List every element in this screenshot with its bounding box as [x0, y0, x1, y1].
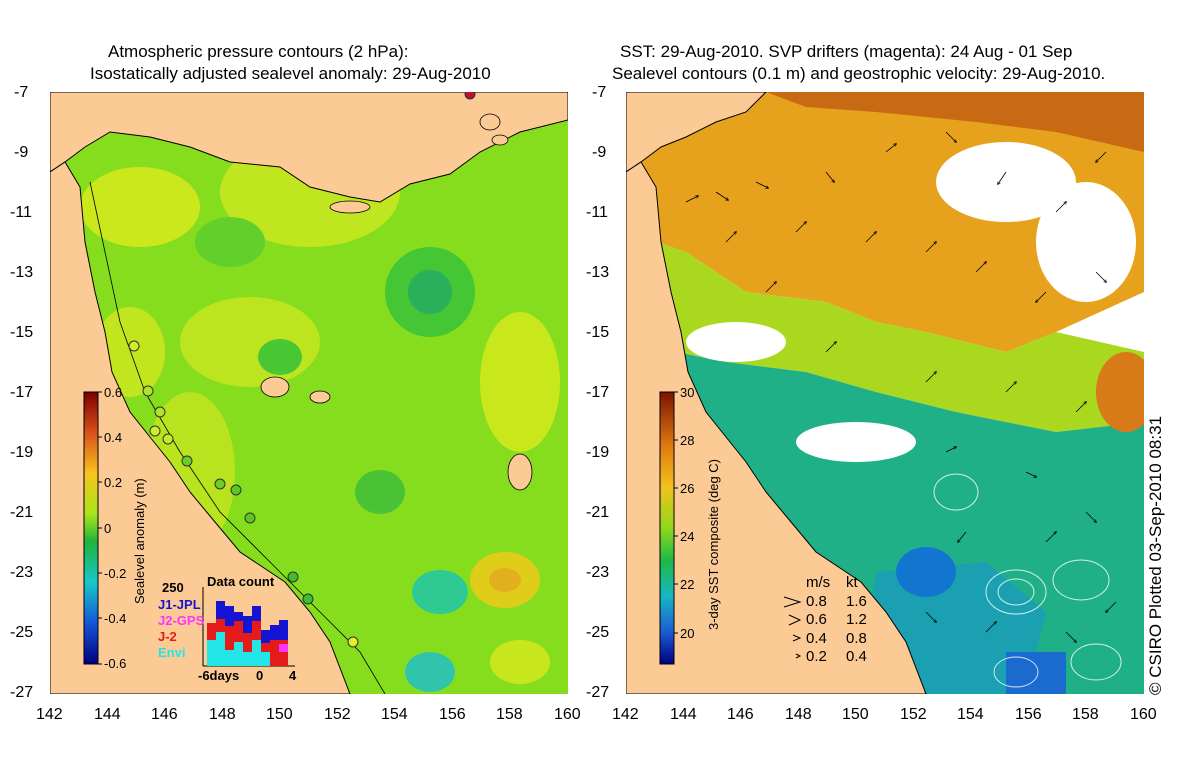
velocity-legend-kt: 0.4	[846, 648, 867, 665]
lon-label: 150	[842, 706, 869, 723]
sst-colorbar-ticks-marks	[674, 391, 678, 634]
new-guinea-land	[50, 92, 568, 203]
velocity-legend-kt-header: kt	[846, 574, 858, 591]
lat-label: -11	[10, 204, 32, 221]
sst-colorbar-tick: 28	[680, 433, 695, 448]
lon-label: 148	[785, 706, 812, 723]
queensland-land	[50, 161, 351, 694]
lat-label: -17	[10, 384, 34, 401]
velocity-legend-kt: 1.6	[846, 593, 867, 610]
lat-label: -25	[586, 624, 610, 641]
lat-label: -11	[586, 204, 608, 221]
left-title-line2: Isostatically adjusted sealevel anomaly:…	[90, 64, 491, 83]
sealevel-colorbar-label: Sealevel anomaly (m)	[132, 478, 147, 604]
lat-label: -21	[586, 504, 610, 521]
mission-j1-jpl: J1-JPL	[158, 597, 201, 612]
sst-colorbar-tick: 24	[680, 529, 695, 544]
sst-colorbar-tick: 30	[680, 385, 695, 400]
velocity-legend-kt: 1.2	[846, 611, 867, 628]
colorbar-ticks-marks	[98, 391, 102, 665]
lat-label: -19	[586, 444, 610, 461]
lat-label: -13	[586, 264, 610, 281]
data-count-title: Data count	[207, 574, 275, 589]
colorbar-tick: 0.6	[104, 385, 123, 400]
queensland-land-sst	[626, 161, 927, 694]
lon-label: 152	[324, 706, 351, 723]
sealevel-contours	[933, 473, 1122, 688]
lat-label: -27	[586, 684, 610, 701]
sst-colorbar-tick: 22	[680, 577, 695, 592]
lat-label: -7	[14, 84, 29, 101]
lon-label: 154	[381, 706, 408, 723]
lat-label: -9	[14, 144, 29, 161]
mission-j-2: J-2	[158, 629, 177, 644]
sst-field	[626, 92, 1144, 694]
lat-label: -23	[10, 564, 34, 581]
csiro-credit: © CSIRO Plotted 03-Sep-2010 08:31	[1146, 415, 1165, 695]
lon-label: 144	[670, 706, 697, 723]
lon-label: 142	[612, 706, 639, 723]
velocity-legend-ms: 0.6	[806, 611, 827, 628]
lat-label: -15	[586, 324, 610, 341]
tide-gauges	[128, 92, 476, 648]
data-count-x4: 4	[289, 668, 297, 683]
lat-label: -9	[592, 144, 607, 161]
colorbar-tick: 0	[104, 521, 112, 536]
lat-label: -7	[592, 84, 607, 101]
lat-label: -19	[10, 444, 34, 461]
lat-label: -23	[586, 564, 610, 581]
lon-label: 156	[439, 706, 466, 723]
lon-label: 156	[1015, 706, 1042, 723]
lat-label: -13	[10, 264, 34, 281]
lon-label: 158	[1072, 706, 1099, 723]
islands	[260, 113, 533, 491]
lon-label: 148	[209, 706, 236, 723]
lon-label: 154	[957, 706, 984, 723]
lat-label: -17	[586, 384, 610, 401]
velocity-legend-arrows	[783, 596, 802, 659]
velocity-legend-ms: 0.4	[806, 630, 827, 647]
sst-colorbar-label: 3-day SST composite (deg C)	[706, 459, 721, 630]
colorbar-tick: -0.6	[104, 656, 127, 671]
lon-label: 142	[36, 706, 63, 723]
sealevel-anomaly-map	[50, 92, 568, 694]
lon-label: 150	[266, 706, 293, 723]
lat-label: -25	[10, 624, 34, 641]
velocity-legend-ms: 0.8	[806, 593, 827, 610]
sst-map	[626, 92, 1144, 694]
reef-contour	[89, 181, 386, 694]
data-count-max: 250	[162, 580, 184, 595]
mission-j2-gps: J2-GPS	[158, 613, 205, 628]
velocity-legend-ms: 0.2	[806, 648, 827, 665]
right-title-line2: Sealevel contours (0.1 m) and geostrophi…	[612, 64, 1106, 83]
lon-label: 146	[151, 706, 178, 723]
left-title-line1: Atmospheric pressure contours (2 hPa):	[108, 42, 409, 61]
colorbar-tick: -0.4	[104, 611, 127, 626]
geostrophic-velocity-arrows	[685, 131, 1117, 642]
lon-label: 152	[900, 706, 927, 723]
sst-colorbar	[659, 391, 675, 665]
velocity-legend-ms-header: m/s	[806, 574, 831, 591]
right-title-line1: SST: 29-Aug-2010. SVP drifters (magenta)…	[620, 42, 1073, 61]
lon-label: 158	[496, 706, 523, 723]
lat-label: -15	[10, 324, 34, 341]
velocity-legend-kt: 0.8	[846, 630, 867, 647]
data-count-histogram	[202, 587, 295, 667]
colorbar-tick: 0.2	[104, 475, 123, 490]
lon-label: 146	[727, 706, 754, 723]
colorbar-tick: -0.2	[104, 566, 127, 581]
lat-label: -21	[10, 504, 34, 521]
lat-label: -27	[10, 684, 34, 701]
data-count-x0: 0	[256, 668, 264, 683]
mission-envi: Envi	[158, 645, 186, 660]
sst-colorbar-tick: 20	[680, 626, 695, 641]
colorbar-tick: 0.4	[104, 430, 123, 445]
sst-colorbar-tick: 26	[680, 481, 695, 496]
lon-label: 160	[1130, 706, 1157, 723]
lon-label: 144	[94, 706, 121, 723]
data-count-xlabel: -6days	[198, 668, 240, 683]
lon-label: 160	[554, 706, 581, 723]
sealevel-colorbar	[83, 391, 99, 665]
